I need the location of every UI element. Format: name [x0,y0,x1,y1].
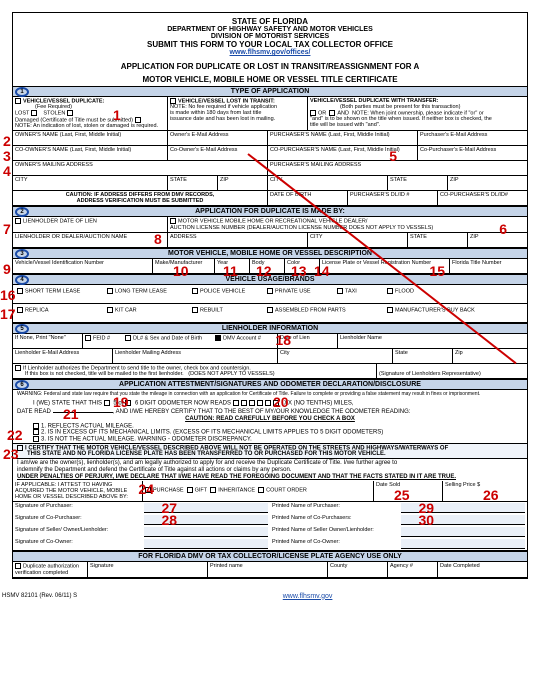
offices-link[interactable]: www.flhsmv.gov/offices/ [230,49,311,56]
section2-header: 2APPLICATION FOR DUPLICATE IS MADE BY: [13,206,527,217]
section1-header: 1 TYPE OF APPLICATION [13,86,527,97]
red-1: 1 [113,107,121,123]
dup-checkbox[interactable] [15,98,21,104]
app-title2: MOTOR VEHICLE, MOBILE HOME OR VESSEL TIT… [13,73,527,86]
type-app-row: VEHICLE/VESSEL DUPLICATE: (Fee Required)… [13,97,527,131]
lost-cb[interactable] [31,110,37,116]
app-title1: APPLICATION FOR DUPLICATE OR LOST IN TRA… [13,60,527,73]
footer-link[interactable]: www.flhsmv.gov [283,593,333,600]
state-title: STATE OF FLORIDA [13,17,527,26]
and-cb[interactable] [329,110,335,116]
dmg-cb[interactable] [135,117,141,123]
circle-1: 1 [15,87,29,97]
stolen-cb[interactable] [67,110,73,116]
dept-title: DEPARTMENT OF HIGHWAY SAFETY AND MOTOR V… [13,26,527,33]
header: STATE OF FLORIDA DEPARTMENT OF HIGHWAY S… [13,13,527,60]
form-page: STATE OF FLORIDA DEPARTMENT OF HIGHWAY S… [12,12,528,579]
div-title: DIVISION OF MOTORIST SERVICES [13,33,527,40]
footer: HSMV 82101 (Rev. 06/11) S www.flhsmv.gov [0,591,540,602]
transit-cb[interactable] [170,98,176,104]
submit-title: SUBMIT THIS FORM TO YOUR LOCAL TAX COLLE… [13,40,527,49]
or-cb[interactable] [310,110,316,116]
